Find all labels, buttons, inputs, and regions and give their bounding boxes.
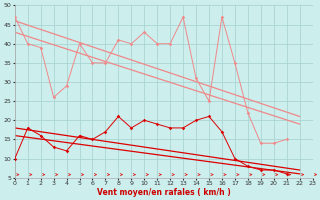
X-axis label: Vent moyen/en rafales ( km/h ): Vent moyen/en rafales ( km/h ) xyxy=(97,188,230,197)
